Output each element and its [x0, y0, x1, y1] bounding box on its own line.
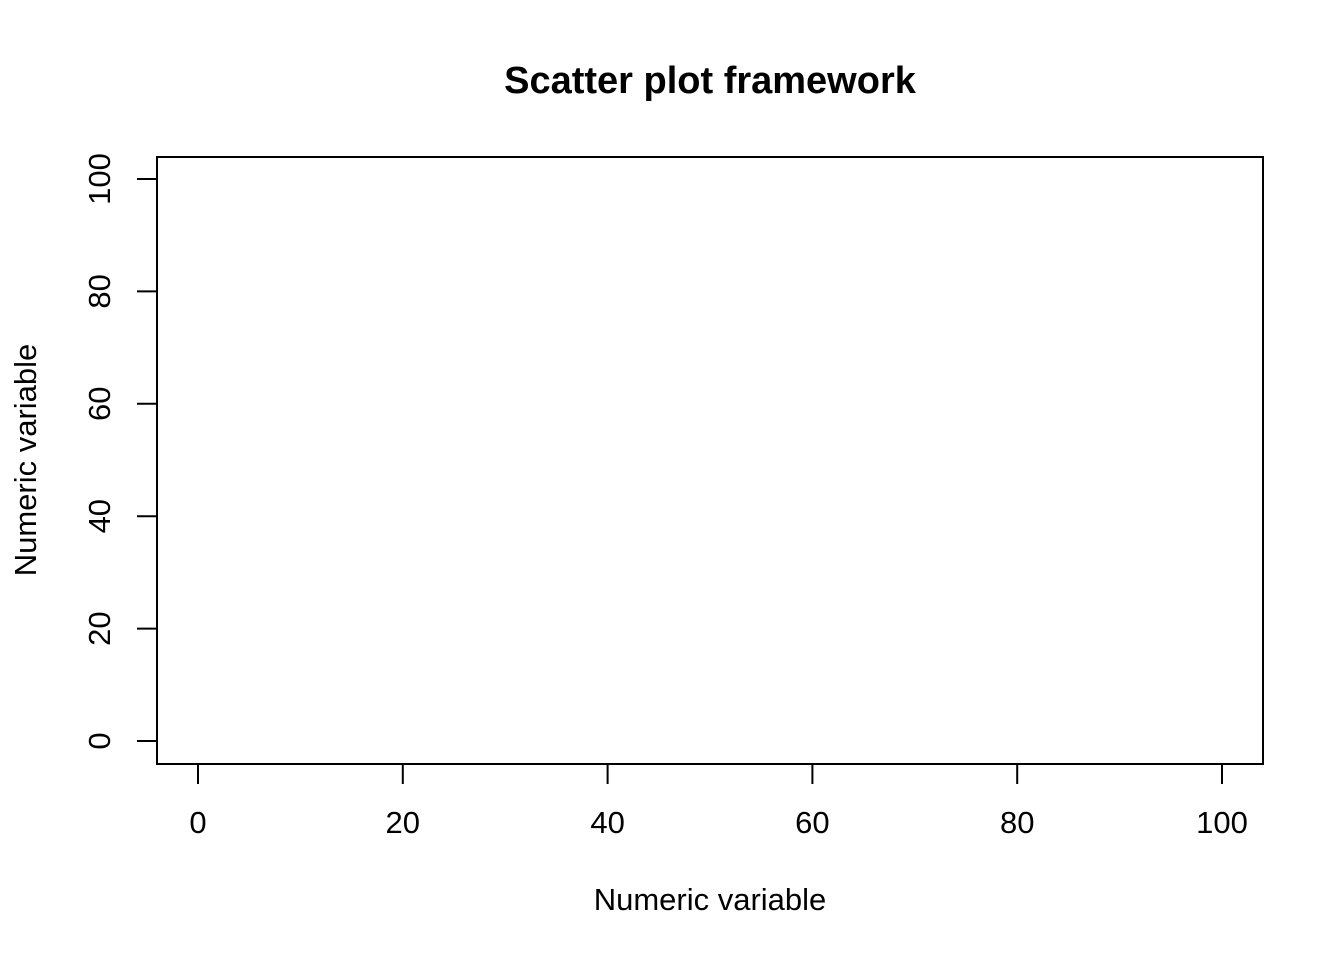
- y-tick-label: 20: [82, 611, 117, 645]
- y-tick-label: 80: [82, 274, 117, 308]
- x-axis: 0 20 40 60 80 100: [189, 763, 1248, 840]
- x-tick-label: 40: [590, 805, 624, 840]
- y-axis: 0 20 40 60 80 100: [82, 153, 158, 750]
- x-tick-label: 60: [795, 805, 829, 840]
- chart-title: Scatter plot framework: [504, 60, 917, 102]
- y-tick-label: 40: [82, 499, 117, 533]
- x-tick-label: 80: [1000, 805, 1034, 840]
- y-tick-label: 60: [82, 387, 117, 421]
- x-tick-label: 20: [386, 805, 420, 840]
- y-tick-label: 100: [82, 153, 117, 205]
- y-axis-label: Numeric variable: [8, 344, 43, 577]
- plot-frame: [156, 156, 1264, 765]
- x-tick-label: 100: [1196, 805, 1248, 840]
- x-axis-label: Numeric variable: [594, 882, 827, 917]
- x-tick-label: 0: [189, 805, 206, 840]
- y-tick-label: 0: [82, 732, 117, 749]
